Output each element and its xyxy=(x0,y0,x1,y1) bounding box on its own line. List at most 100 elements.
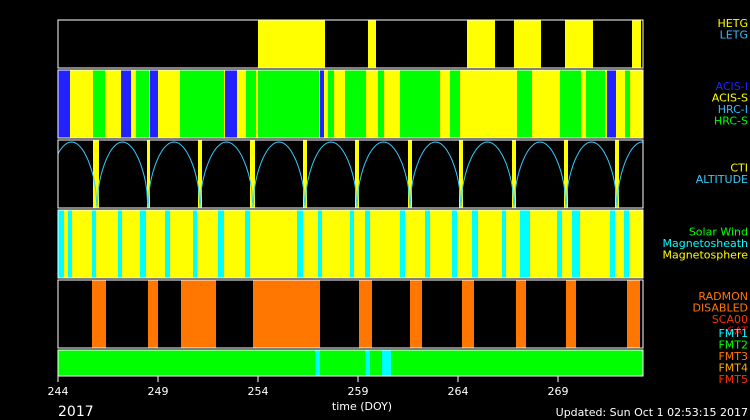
legend-label: Magnetosphere xyxy=(663,249,749,262)
segment xyxy=(502,210,506,278)
segment xyxy=(467,20,495,68)
segment xyxy=(627,280,640,348)
segment xyxy=(472,210,478,278)
panel-frame xyxy=(57,19,644,69)
panel-frame xyxy=(57,279,644,349)
segment xyxy=(58,70,70,138)
segment xyxy=(615,140,619,208)
segment xyxy=(118,210,122,278)
panel xyxy=(58,350,643,376)
legend-label: FMT1 xyxy=(718,327,748,340)
segment xyxy=(297,210,303,278)
segment xyxy=(136,70,149,138)
legend-label: RADMON xyxy=(698,290,748,303)
segment xyxy=(258,20,325,68)
segment xyxy=(410,280,422,348)
panel xyxy=(258,20,641,68)
segment xyxy=(607,70,616,138)
segment xyxy=(355,140,359,208)
segment xyxy=(92,210,96,278)
segment xyxy=(225,70,237,138)
segment xyxy=(408,140,412,208)
segment xyxy=(365,350,370,376)
panel xyxy=(58,210,643,278)
panel-frame xyxy=(57,139,644,209)
segment xyxy=(350,210,354,278)
segment xyxy=(400,70,440,138)
segment xyxy=(245,210,250,278)
segment xyxy=(150,70,158,138)
segment xyxy=(625,70,630,138)
segment xyxy=(253,280,320,348)
segment xyxy=(517,70,532,138)
segment xyxy=(328,70,334,138)
segment xyxy=(378,70,384,138)
segment xyxy=(320,70,324,138)
altitude-arc xyxy=(460,141,515,209)
segment xyxy=(572,210,580,278)
legend-label: HETG xyxy=(718,17,748,30)
legend-label: HRC-S xyxy=(714,114,748,127)
segment xyxy=(520,210,530,278)
x-tick-label: 254 xyxy=(248,385,269,398)
segment xyxy=(566,280,576,348)
segment xyxy=(303,140,307,208)
updated-label: Updated: Sun Oct 1 02:53:15 2017 xyxy=(556,406,748,419)
segment xyxy=(68,210,72,278)
segment xyxy=(452,210,457,278)
legend-label: FMT4 xyxy=(718,362,748,375)
segment xyxy=(514,20,541,68)
legend-label: LETG xyxy=(720,29,748,42)
altitude-arc xyxy=(252,141,306,209)
panel-frame xyxy=(57,209,644,279)
x-tick-label: 249 xyxy=(148,385,169,398)
panel-base xyxy=(58,350,643,376)
segment xyxy=(181,280,216,348)
segment xyxy=(246,70,256,138)
panel xyxy=(92,280,640,348)
panel xyxy=(58,140,643,209)
segment xyxy=(147,140,150,208)
x-tick-label: 269 xyxy=(548,385,569,398)
segment xyxy=(425,210,430,278)
segment xyxy=(180,70,224,138)
legend-label: FMT5 xyxy=(718,373,748,386)
segment xyxy=(365,210,370,278)
segment xyxy=(560,70,581,138)
segment xyxy=(565,20,593,68)
panel xyxy=(58,70,643,138)
segment xyxy=(400,210,405,278)
segment xyxy=(368,20,376,68)
segment xyxy=(459,140,463,208)
x-tick-label: 244 xyxy=(48,385,69,398)
segment xyxy=(516,280,526,348)
legend-label: FMT2 xyxy=(718,339,748,352)
x-tick-label: 259 xyxy=(348,385,369,398)
segment xyxy=(92,280,106,348)
legend-label: Solar Wind xyxy=(689,226,748,239)
segment xyxy=(148,280,158,348)
segment xyxy=(632,20,641,68)
altitude-arc xyxy=(199,141,254,209)
legend-label: HRC-I xyxy=(718,103,748,116)
segment xyxy=(586,70,605,138)
altitude-arc xyxy=(565,141,618,209)
x-axis-label: time (DOY) xyxy=(332,400,392,413)
legend-label: FMT3 xyxy=(718,350,748,363)
x-tick-label: 264 xyxy=(448,385,469,398)
segment xyxy=(93,70,105,138)
segment xyxy=(250,140,255,208)
panel-frame xyxy=(57,69,644,139)
legend-label: ALTITUDE xyxy=(696,173,748,186)
legend-label: Magnetosheath xyxy=(663,237,749,250)
legend-label: DISABLED xyxy=(692,301,748,314)
segment xyxy=(512,140,516,208)
segment xyxy=(193,210,197,278)
segment xyxy=(557,210,562,278)
segment xyxy=(610,210,615,278)
segment xyxy=(258,70,319,138)
segment xyxy=(462,280,474,348)
segment xyxy=(624,210,629,278)
